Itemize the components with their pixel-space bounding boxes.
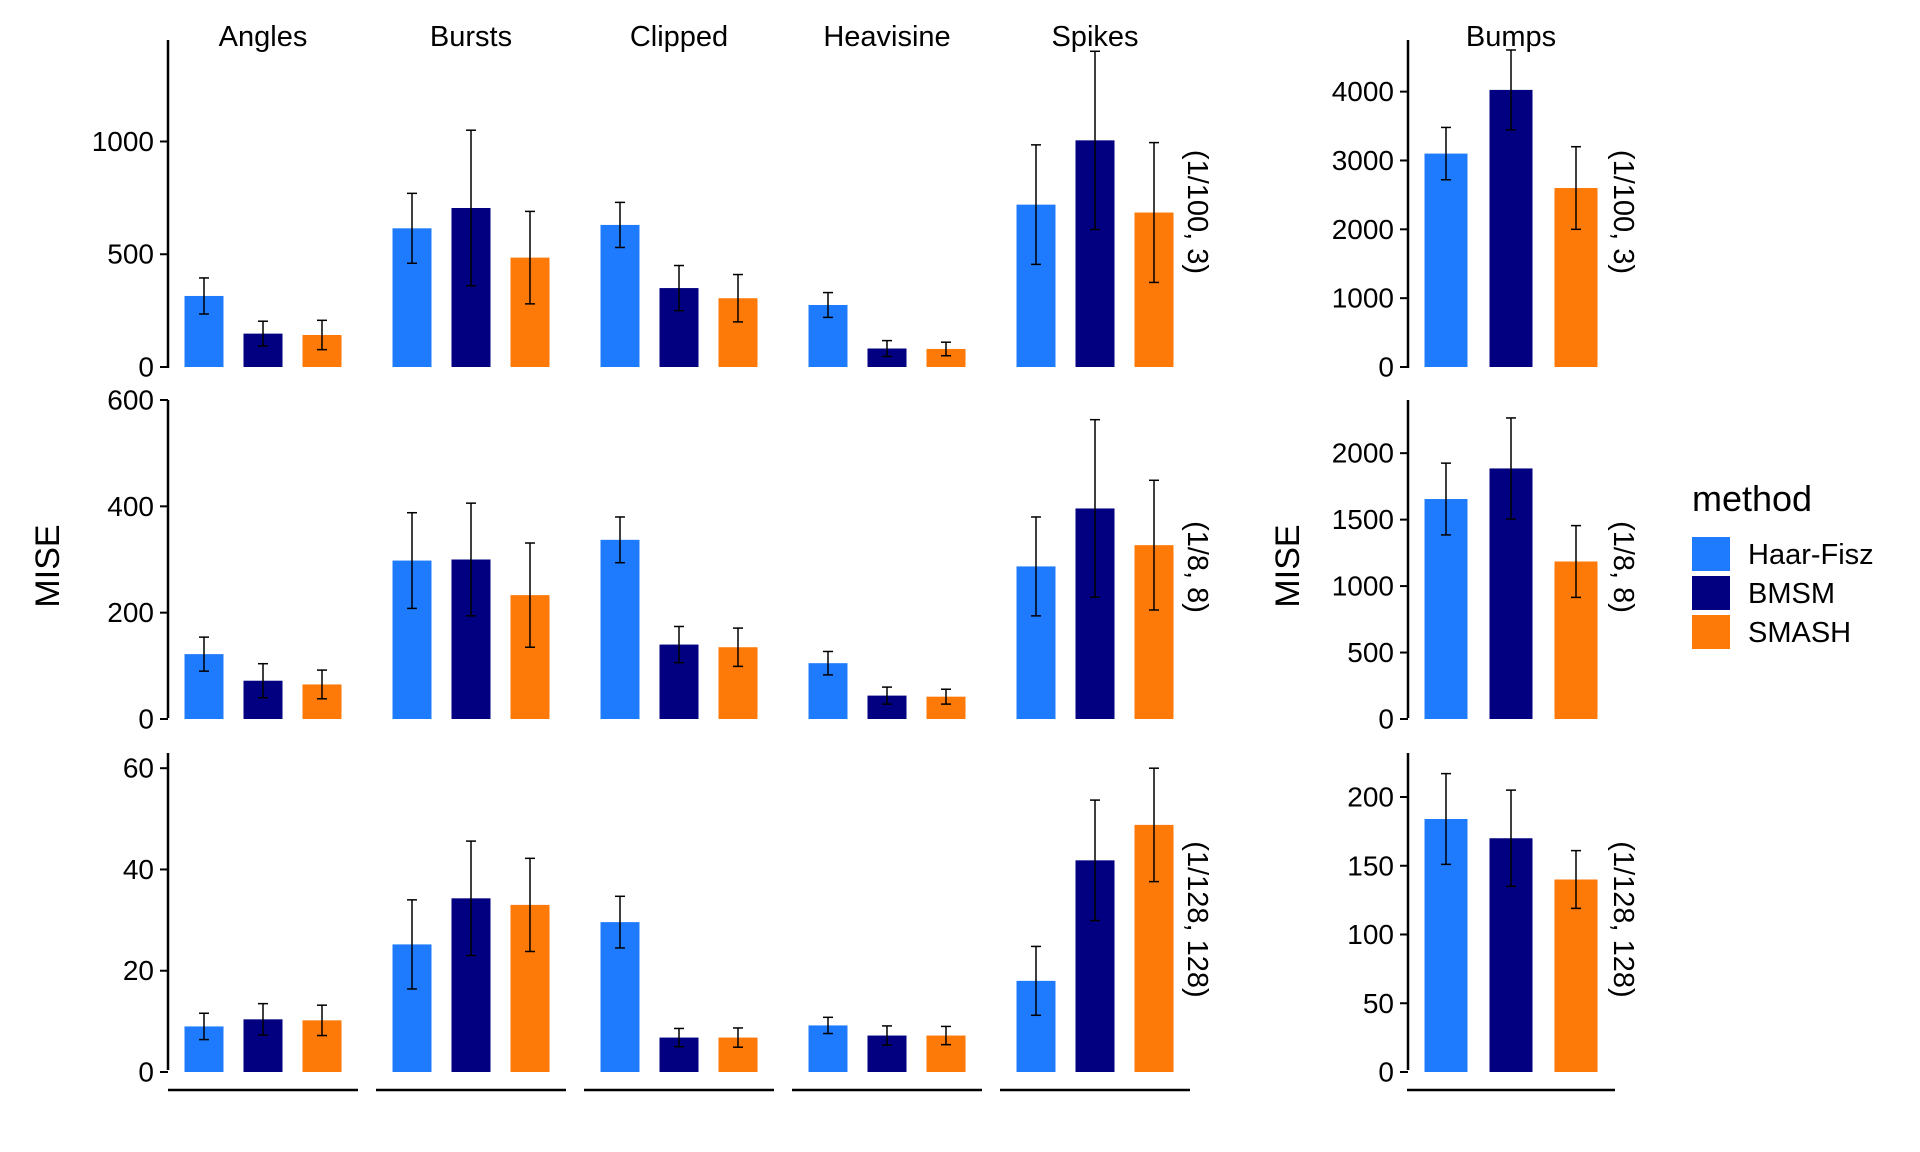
y-tick-label: 0 <box>138 1057 154 1088</box>
y-tick-label: 3000 <box>1332 145 1394 176</box>
bar-bmsm <box>867 695 907 719</box>
y-tick-label: 1500 <box>1332 504 1394 535</box>
legend-key <box>1692 615 1730 649</box>
legend-title: method <box>1692 478 1812 519</box>
bar-smash <box>926 348 966 367</box>
y-tick-label: 20 <box>123 955 154 986</box>
y-tick-label: 60 <box>123 753 154 784</box>
y-tick-label: 500 <box>107 239 154 270</box>
y-tick-label: 400 <box>107 491 154 522</box>
bar-haar-fisz <box>600 539 640 719</box>
y-tick-label: 40 <box>123 854 154 885</box>
y-tick-label: 4000 <box>1332 76 1394 107</box>
bar-smash <box>926 696 966 719</box>
y-tick-label: 0 <box>1378 352 1394 383</box>
facet-label: Bumps <box>1466 21 1556 53</box>
row-strip-label: (1/128, 128) <box>1607 841 1639 997</box>
bar-bmsm <box>867 348 907 367</box>
legend-label: Haar-Fisz <box>1748 539 1874 571</box>
y-tick-label: 0 <box>138 704 154 735</box>
bar-bmsm <box>1489 89 1533 368</box>
y-tick-label: 50 <box>1363 988 1394 1019</box>
y-tick-label: 200 <box>1347 782 1394 813</box>
y-tick-label: 1000 <box>1332 283 1394 314</box>
facet-label: Angles <box>219 21 308 53</box>
y-axis-title: MISE <box>1269 524 1307 607</box>
row-strip-label: (1/8, 8) <box>1181 521 1213 613</box>
y-tick-label: 0 <box>1378 1057 1394 1088</box>
row-strip-label: (1/100, 3) <box>1181 150 1213 274</box>
row-strip-label: (1/128, 128) <box>1181 841 1213 997</box>
y-tick-label: 0 <box>1378 704 1394 735</box>
facet-label: Heavisine <box>823 21 950 53</box>
legend-label: SMASH <box>1748 617 1851 649</box>
y-axis-title: MISE <box>29 524 67 607</box>
legend-key <box>1692 576 1730 610</box>
legend-label: BMSM <box>1748 578 1835 610</box>
y-tick-label: 0 <box>138 352 154 383</box>
y-tick-label: 600 <box>107 385 154 416</box>
facet-label: Spikes <box>1051 21 1138 53</box>
facet-label: Bursts <box>430 21 512 53</box>
y-tick-label: 100 <box>1347 919 1394 950</box>
y-tick-label: 1000 <box>1332 571 1394 602</box>
y-tick-label: 150 <box>1347 850 1394 881</box>
bar-smash <box>1554 879 1598 1072</box>
y-tick-label: 1000 <box>92 126 154 157</box>
facet-label: Clipped <box>630 21 728 53</box>
legend-key <box>1692 537 1730 571</box>
y-tick-label: 200 <box>107 597 154 628</box>
row-strip-label: (1/100, 3) <box>1607 150 1639 274</box>
y-tick-label: 2000 <box>1332 438 1394 469</box>
bar-haar-fisz <box>1424 499 1468 719</box>
y-tick-label: 2000 <box>1332 214 1394 245</box>
y-tick-label: 500 <box>1347 637 1394 668</box>
bar-haar-fisz <box>1424 153 1468 367</box>
bar-haar-fisz <box>600 224 640 367</box>
row-strip-label: (1/8, 8) <box>1607 521 1639 613</box>
